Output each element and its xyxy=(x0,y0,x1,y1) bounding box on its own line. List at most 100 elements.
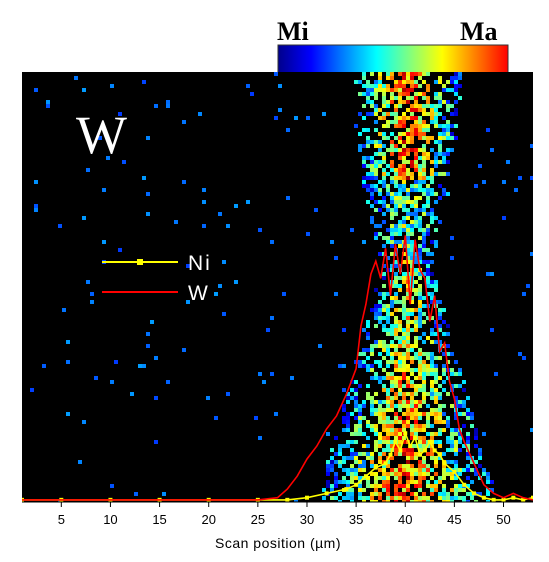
map-pixel xyxy=(410,244,414,248)
map-pixel xyxy=(418,252,422,256)
map-pixel xyxy=(374,232,378,236)
map-pixel xyxy=(394,436,398,440)
map-pixel xyxy=(358,420,362,424)
map-pixel xyxy=(314,208,318,212)
map-pixel xyxy=(426,272,430,276)
map-pixel xyxy=(414,472,418,476)
map-pixel xyxy=(398,148,402,152)
map-pixel xyxy=(394,284,398,288)
map-pixel xyxy=(418,444,422,448)
map-pixel xyxy=(434,392,438,396)
map-pixel xyxy=(382,468,386,472)
map-pixel xyxy=(426,496,430,500)
map-pixel xyxy=(282,292,286,296)
map-pixel xyxy=(394,316,398,320)
map-pixel xyxy=(442,412,446,416)
map-pixel xyxy=(378,164,382,168)
map-pixel xyxy=(430,172,434,176)
map-pixel xyxy=(430,360,434,364)
map-pixel xyxy=(410,492,414,496)
map-pixel xyxy=(374,96,378,100)
map-pixel xyxy=(406,256,410,260)
map-pixel xyxy=(422,160,426,164)
map-pixel xyxy=(406,480,410,484)
map-pixel xyxy=(418,156,422,160)
map-pixel xyxy=(438,420,442,424)
map-pixel xyxy=(426,100,430,104)
map-pixel xyxy=(362,416,366,420)
map-pixel xyxy=(342,408,346,412)
legend-marker-ni xyxy=(137,259,143,265)
map-pixel xyxy=(350,492,354,496)
map-pixel xyxy=(390,112,394,116)
map-pixel xyxy=(406,232,410,236)
map-pixel xyxy=(402,396,406,400)
map-pixel xyxy=(370,140,374,144)
map-pixel xyxy=(434,356,438,360)
map-pixel xyxy=(438,340,442,344)
map-pixel xyxy=(358,452,362,456)
map-pixel xyxy=(350,472,354,476)
map-pixel xyxy=(426,260,430,264)
map-pixel xyxy=(326,460,330,464)
map-pixel xyxy=(398,308,402,312)
map-pixel xyxy=(362,92,366,96)
map-pixel xyxy=(338,480,342,484)
map-pixel xyxy=(466,468,470,472)
map-pixel xyxy=(358,364,362,368)
data-point-ni xyxy=(442,461,447,466)
map-pixel xyxy=(474,468,478,472)
map-pixel xyxy=(358,464,362,468)
map-pixel xyxy=(410,260,414,264)
map-pixel xyxy=(422,112,426,116)
map-pixel xyxy=(418,124,422,128)
map-pixel xyxy=(410,372,414,376)
map-pixel xyxy=(410,140,414,144)
map-pixel xyxy=(382,100,386,104)
map-pixel xyxy=(398,100,402,104)
map-pixel xyxy=(374,152,378,156)
map-pixel xyxy=(446,344,450,348)
map-pixel xyxy=(446,108,450,112)
map-pixel xyxy=(334,472,338,476)
map-pixel xyxy=(366,364,370,368)
map-pixel xyxy=(426,356,430,360)
map-pixel xyxy=(390,176,394,180)
map-pixel xyxy=(422,380,426,384)
map-pixel xyxy=(382,160,386,164)
map-pixel xyxy=(414,268,418,272)
map-pixel xyxy=(430,168,434,172)
map-pixel xyxy=(382,472,386,476)
map-pixel xyxy=(438,104,442,108)
map-pixel xyxy=(390,164,394,168)
map-pixel xyxy=(378,312,382,316)
map-pixel xyxy=(398,276,402,280)
map-pixel xyxy=(66,340,70,344)
map-pixel xyxy=(374,424,378,428)
map-pixel xyxy=(262,380,266,384)
map-pixel xyxy=(386,136,390,140)
map-pixel xyxy=(442,428,446,432)
map-pixel xyxy=(406,456,410,460)
data-point-ni xyxy=(481,495,486,500)
map-pixel xyxy=(442,452,446,456)
map-pixel xyxy=(318,344,322,348)
map-pixel xyxy=(370,156,374,160)
map-pixel xyxy=(82,420,86,424)
map-pixel xyxy=(422,260,426,264)
map-pixel xyxy=(454,372,458,376)
map-pixel xyxy=(450,148,454,152)
map-pixel xyxy=(406,500,410,502)
map-pixel xyxy=(342,460,346,464)
map-pixel xyxy=(390,152,394,156)
map-pixel xyxy=(398,152,402,156)
map-pixel xyxy=(366,384,370,388)
map-pixel xyxy=(454,476,458,480)
map-pixel xyxy=(418,164,422,168)
map-pixel xyxy=(390,440,394,444)
map-pixel xyxy=(430,212,434,216)
map-pixel xyxy=(426,72,430,76)
map-pixel xyxy=(442,420,446,424)
map-pixel xyxy=(406,420,410,424)
data-point-ni xyxy=(304,495,309,500)
